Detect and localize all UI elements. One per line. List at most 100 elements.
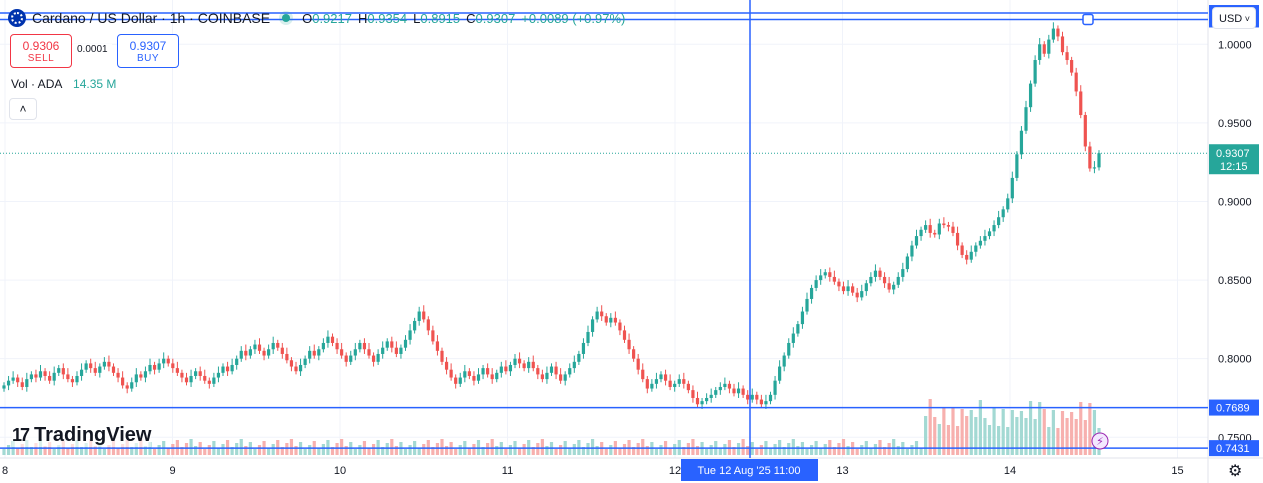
candle-body[interactable] bbox=[960, 245, 964, 255]
candle-body[interactable] bbox=[312, 350, 316, 356]
candle-body[interactable] bbox=[408, 330, 412, 340]
candle-body[interactable] bbox=[6, 380, 11, 386]
candle-body[interactable] bbox=[2, 385, 6, 389]
buy-button[interactable]: 0.9307 BUY bbox=[117, 34, 179, 68]
candle-body[interactable] bbox=[367, 349, 371, 356]
candle-body[interactable] bbox=[70, 379, 75, 383]
candle-body[interactable] bbox=[20, 382, 24, 387]
candle-body[interactable] bbox=[431, 330, 435, 342]
candle-body[interactable] bbox=[987, 231, 992, 237]
candle-body[interactable] bbox=[942, 223, 946, 226]
candle-body[interactable] bbox=[796, 324, 800, 334]
candle-body[interactable] bbox=[1024, 107, 1028, 131]
sell-button[interactable]: 0.9306 SELL bbox=[10, 34, 72, 68]
candle-body[interactable] bbox=[29, 374, 33, 380]
candle-body[interactable] bbox=[171, 363, 175, 369]
candle-body[interactable] bbox=[394, 347, 398, 354]
candle-body[interactable] bbox=[682, 379, 686, 384]
candle-body[interactable] bbox=[381, 347, 385, 354]
candle-body[interactable] bbox=[983, 236, 987, 241]
candle-body[interactable] bbox=[121, 377, 125, 386]
candle-body[interactable] bbox=[695, 397, 700, 405]
candle-body[interactable] bbox=[458, 377, 462, 384]
candle-body[interactable] bbox=[892, 284, 896, 290]
candle-body[interactable] bbox=[828, 272, 832, 277]
candle-body[interactable] bbox=[727, 383, 732, 389]
line-drag-handle[interactable] bbox=[1082, 13, 1094, 26]
candle-body[interactable] bbox=[225, 366, 230, 372]
candle-body[interactable] bbox=[563, 374, 567, 381]
candle-body[interactable] bbox=[709, 394, 713, 398]
candle-body[interactable] bbox=[641, 369, 645, 380]
gear-icon[interactable]: ⚙ bbox=[1228, 463, 1243, 480]
candle-body[interactable] bbox=[905, 256, 909, 270]
candle-body[interactable] bbox=[139, 374, 143, 378]
candle-body[interactable] bbox=[321, 342, 325, 350]
candle-body[interactable] bbox=[467, 371, 471, 376]
candle-body[interactable] bbox=[627, 339, 631, 350]
candle-body[interactable] bbox=[25, 379, 29, 387]
candle-body[interactable] bbox=[841, 286, 846, 292]
candle-body[interactable] bbox=[659, 374, 663, 380]
candle-body[interactable] bbox=[34, 374, 38, 378]
candle-body[interactable] bbox=[522, 363, 526, 369]
candle-body[interactable] bbox=[1006, 198, 1010, 210]
candle-body[interactable] bbox=[691, 390, 695, 398]
candle-body[interactable] bbox=[746, 394, 750, 400]
candle-body[interactable] bbox=[335, 342, 339, 350]
candle-body[interactable] bbox=[527, 361, 531, 369]
candle-body[interactable] bbox=[955, 232, 960, 246]
candle-body[interactable] bbox=[531, 361, 535, 369]
candle-body[interactable] bbox=[540, 374, 544, 380]
candle-body[interactable] bbox=[212, 377, 216, 384]
candle-body[interactable] bbox=[481, 368, 485, 375]
candle-body[interactable] bbox=[969, 251, 973, 260]
candle-body[interactable] bbox=[371, 355, 376, 362]
candle-body[interactable] bbox=[385, 341, 389, 348]
candle-body[interactable] bbox=[650, 383, 654, 389]
candle-body[interactable] bbox=[162, 358, 166, 364]
candle-body[interactable] bbox=[504, 366, 508, 372]
candle-body[interactable] bbox=[289, 360, 294, 367]
candle-body[interactable] bbox=[508, 364, 513, 372]
candle-body[interactable] bbox=[84, 363, 88, 370]
candle-body[interactable] bbox=[499, 366, 503, 373]
candle-body[interactable] bbox=[759, 399, 763, 405]
candle-body[interactable] bbox=[417, 311, 421, 321]
candle-body[interactable] bbox=[901, 269, 905, 277]
candle-body[interactable] bbox=[1051, 28, 1055, 40]
candle-body[interactable] bbox=[207, 380, 211, 384]
candle-body[interactable] bbox=[157, 363, 161, 370]
candle-body[interactable] bbox=[75, 375, 79, 383]
candle-body[interactable] bbox=[860, 291, 864, 298]
candle-body[interactable] bbox=[1019, 130, 1024, 155]
candle-body[interactable] bbox=[896, 276, 900, 285]
candle-body[interactable] bbox=[837, 281, 841, 287]
candle-body[interactable] bbox=[57, 368, 61, 373]
candle-body[interactable] bbox=[823, 272, 827, 276]
tradingview-logo[interactable]: 17 TradingView bbox=[12, 424, 152, 447]
candle-body[interactable] bbox=[1010, 177, 1014, 199]
candle-body[interactable] bbox=[152, 364, 157, 370]
candle-body[interactable] bbox=[654, 379, 659, 384]
candle-body[interactable] bbox=[800, 311, 805, 325]
candle-body[interactable] bbox=[235, 358, 239, 365]
candle-body[interactable] bbox=[184, 377, 189, 383]
candle-body[interactable] bbox=[116, 372, 120, 378]
currency-select[interactable]: USD ˅ bbox=[1212, 7, 1256, 29]
candle-body[interactable] bbox=[819, 275, 823, 281]
candle-body[interactable] bbox=[230, 364, 234, 372]
candle-body[interactable] bbox=[568, 368, 572, 375]
candle-body[interactable] bbox=[878, 270, 882, 277]
candle-body[interactable] bbox=[1097, 153, 1101, 168]
candle-body[interactable] bbox=[194, 371, 198, 376]
candle-body[interactable] bbox=[618, 322, 622, 331]
candle-body[interactable] bbox=[554, 366, 558, 375]
candle-body[interactable] bbox=[809, 287, 814, 299]
candle-body[interactable] bbox=[98, 366, 102, 373]
candle-body[interactable] bbox=[714, 390, 718, 395]
candle-body[interactable] bbox=[1079, 91, 1083, 116]
candle-body[interactable] bbox=[148, 364, 152, 372]
candle-body[interactable] bbox=[203, 375, 207, 381]
candle-body[interactable] bbox=[413, 320, 417, 331]
